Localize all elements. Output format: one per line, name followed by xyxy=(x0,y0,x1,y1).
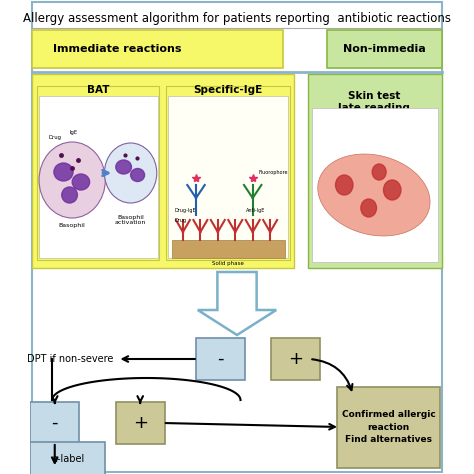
Text: IgE: IgE xyxy=(70,129,78,135)
Text: +: + xyxy=(133,414,148,432)
Circle shape xyxy=(336,175,353,195)
Text: DPT if non-severe: DPT if non-severe xyxy=(27,354,113,364)
Text: Drug: Drug xyxy=(48,135,61,139)
Text: Anti-IgE: Anti-IgE xyxy=(246,208,265,212)
Text: Fluorophore: Fluorophore xyxy=(258,170,288,174)
FancyBboxPatch shape xyxy=(37,86,159,260)
Circle shape xyxy=(383,180,401,200)
Text: Solid phase: Solid phase xyxy=(212,261,244,265)
FancyBboxPatch shape xyxy=(116,402,164,444)
Polygon shape xyxy=(198,272,276,335)
Ellipse shape xyxy=(62,187,77,203)
Ellipse shape xyxy=(116,160,131,174)
Ellipse shape xyxy=(131,168,145,182)
Text: Basophil: Basophil xyxy=(59,222,86,228)
Text: Drug: Drug xyxy=(174,218,186,222)
Text: Confirmed allergic
reaction
Find alternatives: Confirmed allergic reaction Find alterna… xyxy=(342,410,436,444)
Text: -: - xyxy=(217,350,224,368)
Text: Basophil
activation: Basophil activation xyxy=(115,215,146,226)
FancyBboxPatch shape xyxy=(166,86,290,260)
Ellipse shape xyxy=(72,174,90,190)
FancyBboxPatch shape xyxy=(271,338,320,380)
Text: -: - xyxy=(52,414,58,432)
Text: BAT: BAT xyxy=(87,85,109,95)
Circle shape xyxy=(104,143,157,203)
FancyBboxPatch shape xyxy=(312,108,438,262)
Ellipse shape xyxy=(318,154,430,236)
Text: +: + xyxy=(288,350,303,368)
FancyBboxPatch shape xyxy=(337,387,440,468)
Text: Skin test
late reading: Skin test late reading xyxy=(338,91,410,113)
FancyBboxPatch shape xyxy=(32,2,442,472)
Ellipse shape xyxy=(54,163,73,181)
Text: Non-immedia: Non-immedia xyxy=(343,44,426,54)
Circle shape xyxy=(361,199,376,217)
FancyBboxPatch shape xyxy=(196,338,245,380)
FancyBboxPatch shape xyxy=(30,402,79,444)
FancyBboxPatch shape xyxy=(308,74,442,268)
FancyBboxPatch shape xyxy=(39,96,158,258)
Text: Allergy assessment algorithm for patients reporting  antibiotic reactions: Allergy assessment algorithm for patient… xyxy=(23,11,451,25)
FancyBboxPatch shape xyxy=(32,30,283,68)
FancyBboxPatch shape xyxy=(327,30,442,68)
FancyBboxPatch shape xyxy=(172,240,285,258)
Text: Specific-IgE: Specific-IgE xyxy=(194,85,263,95)
Text: Immediate reactions: Immediate reactions xyxy=(53,44,182,54)
FancyBboxPatch shape xyxy=(32,74,294,268)
Text: Drug-IgE: Drug-IgE xyxy=(175,208,196,212)
Text: e-label: e-label xyxy=(51,454,84,464)
Circle shape xyxy=(39,142,105,218)
FancyBboxPatch shape xyxy=(30,442,105,474)
FancyBboxPatch shape xyxy=(168,96,289,258)
Circle shape xyxy=(372,164,386,180)
